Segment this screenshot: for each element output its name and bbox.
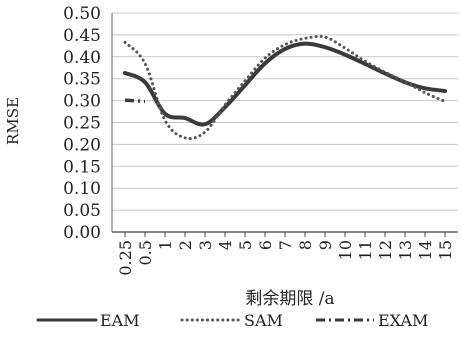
- x-tick-label: 12: [376, 240, 395, 260]
- y-tick-label: 0.30: [63, 92, 101, 112]
- x-tick-label: 7: [276, 240, 295, 250]
- series-line-sam: [123, 34, 447, 141]
- x-tick-label: 14: [416, 240, 435, 260]
- x-tick-label: 5: [236, 240, 255, 250]
- y-tick-label: 0.15: [63, 157, 101, 177]
- y-tick-label: 0.45: [63, 26, 101, 46]
- y-tick-label: 0.20: [63, 135, 101, 155]
- series-lines: [123, 34, 447, 141]
- x-tick-label: 15: [436, 240, 455, 260]
- x-tick-label: 6: [256, 240, 275, 250]
- legend-label-eam: EAM: [100, 311, 140, 330]
- y-tick-labels: 0.000.050.100.150.200.250.300.350.400.45…: [63, 4, 101, 243]
- x-tick-label: 0.25: [116, 240, 135, 276]
- x-tick-labels: 0.25 0.5 1 2 3 4 5 6 7 8 9 10 11 12 13 14 15: [116, 240, 455, 276]
- x-tick-label: 13: [396, 240, 415, 260]
- x-tick-label: 11: [356, 240, 375, 260]
- y-tick-label: 0.05: [63, 201, 101, 221]
- grid-lines: [112, 12, 458, 211]
- legend-label-sam: SAM: [244, 311, 283, 330]
- axes: [111, 13, 458, 237]
- x-tick-label: 1: [156, 240, 175, 250]
- x-tick-label: 2: [176, 240, 195, 250]
- y-tick-label: 0.00: [63, 223, 101, 243]
- x-tick-label: 0.5: [136, 240, 155, 265]
- y-tick-label: 0.40: [63, 48, 101, 68]
- y-tick-label: 0.35: [63, 70, 101, 90]
- series-line-exam: [124, 98, 146, 104]
- y-tick-label: 0.50: [63, 4, 101, 24]
- y-tick-label: 0.10: [63, 179, 101, 199]
- y-tick-label: 0.25: [63, 114, 101, 134]
- series-line-eam: [123, 41, 447, 127]
- legend: EAM SAM EXAM: [36, 311, 428, 330]
- x-tick-label: 10: [336, 240, 355, 260]
- legend-label-exam: EXAM: [378, 311, 428, 330]
- x-tick-label: 3: [196, 240, 215, 250]
- x-tick-label: 9: [316, 240, 335, 250]
- y-axis-label: RMSE: [4, 97, 22, 145]
- x-axis-label: 剩余期限 /a: [245, 289, 334, 309]
- x-tick-label: 4: [216, 240, 235, 250]
- x-tick-label: 8: [296, 240, 315, 250]
